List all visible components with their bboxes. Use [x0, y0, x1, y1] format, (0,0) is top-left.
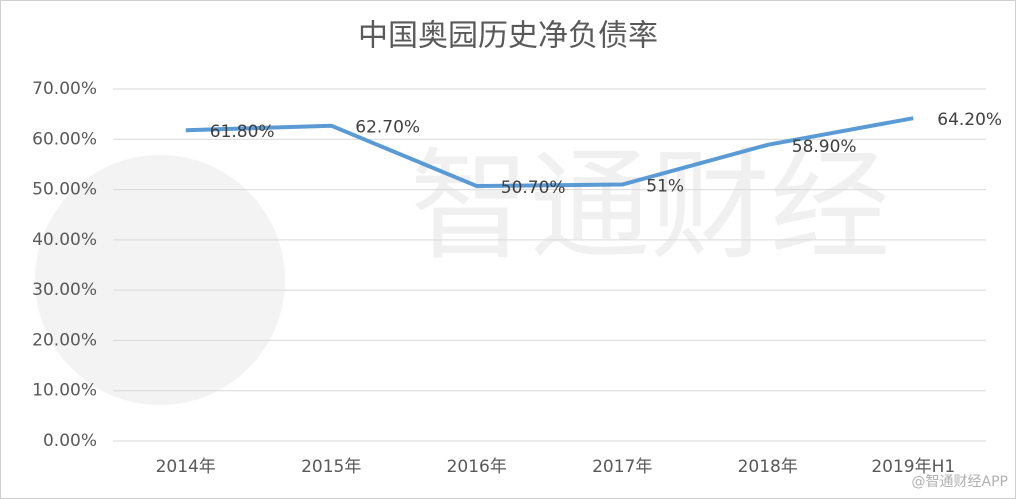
credit: @智通财经APP: [912, 474, 1008, 490]
watermark: 智通财经: [410, 138, 890, 277]
data-label: 64.20%: [937, 110, 1002, 130]
x-tick-label: 2017年: [592, 457, 652, 477]
data-label: 50.70%: [501, 178, 566, 198]
data-label: 58.90%: [792, 137, 857, 157]
y-tick-label: 0.00%: [43, 431, 97, 451]
data-label: 51%: [646, 177, 684, 197]
x-tick-label: 2016年: [447, 457, 507, 477]
y-tick-label: 60.00%: [32, 129, 97, 149]
chart-title: 中国奥园历史净负债率: [358, 19, 658, 54]
watermark-logo: [35, 155, 285, 405]
x-tick-label: 2018年: [738, 457, 798, 477]
x-tick-label: 2015年: [301, 457, 361, 477]
y-tick-label: 10.00%: [32, 381, 97, 401]
y-tick-label: 20.00%: [32, 330, 97, 350]
y-tick-label: 40.00%: [32, 230, 97, 250]
line: [185, 116, 914, 189]
y-tick-label: 50.00%: [32, 180, 97, 200]
x-tick-label: 2019年H1: [871, 457, 955, 477]
data-label: 62.70%: [355, 118, 420, 138]
x-tick-label: 2014年: [156, 457, 216, 477]
y-tick-label: 70.00%: [32, 79, 97, 99]
data-label: 61.80%: [210, 122, 275, 142]
y-tick-label: 30.00%: [32, 280, 97, 300]
